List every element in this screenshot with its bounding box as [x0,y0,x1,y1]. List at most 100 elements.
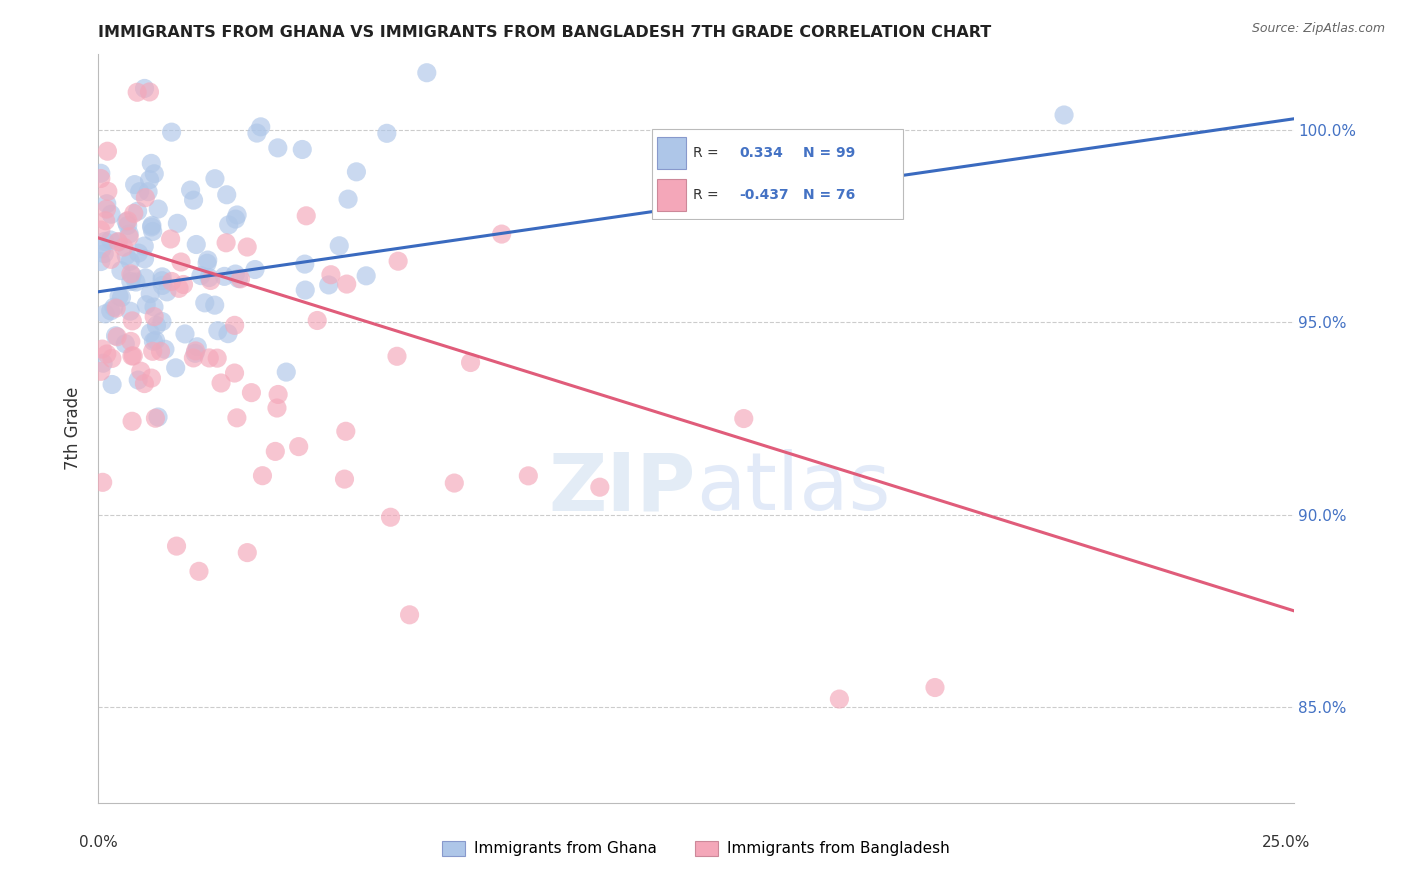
Point [150,278,173,293]
Point [142,224,165,238]
Point [127,204,149,219]
Point [105,330,128,344]
Point [145,318,167,333]
Point [91,342,114,356]
Point [186,340,208,354]
Point [167,281,190,295]
Point [135,271,157,285]
Point [91,475,114,490]
Text: 25.0%: 25.0% [1263,836,1310,850]
Point [143,300,166,314]
Point [117,213,139,227]
Point [100,304,122,318]
Point [120,254,142,268]
Point [218,218,240,232]
Point [246,126,269,140]
Point [337,192,360,206]
Point [236,546,259,560]
Point [240,385,263,400]
Point [90,223,112,237]
Point [173,277,195,292]
Point [101,351,124,366]
Point [198,270,221,285]
Point [294,257,316,271]
Point [139,326,162,340]
Point [115,249,138,263]
Point [204,171,226,186]
Point [94,213,117,227]
Point [318,277,340,292]
Point [136,185,159,199]
Point [336,277,359,291]
Point [335,425,357,439]
Point [139,286,162,301]
Point [145,411,167,425]
Point [138,172,160,186]
Point [96,202,118,216]
Point [91,356,114,370]
Point [517,468,540,483]
Point [344,165,367,179]
Point [229,272,252,286]
Point [159,232,181,246]
Point [224,267,246,281]
Point [96,196,118,211]
Point [267,141,290,155]
Point [110,263,132,277]
Point [460,355,482,369]
Point [122,349,145,363]
Point [267,387,290,401]
Point [91,242,114,256]
Point [128,246,150,260]
Point [354,268,377,283]
Point [160,275,183,289]
Point [217,326,239,341]
Point [385,349,408,363]
Point [128,185,150,199]
Point [122,206,145,220]
Point [194,296,217,310]
Point [287,440,309,454]
Point [104,328,127,343]
Point [149,344,172,359]
Point [118,229,141,244]
Point [200,273,222,287]
Point [135,298,157,312]
Point [103,300,125,314]
Bar [658,178,686,211]
Point [252,468,274,483]
Point [198,351,221,365]
Point [127,373,149,387]
Point [205,351,228,366]
Point [215,187,238,202]
Point [295,209,318,223]
Point [108,289,131,303]
Point [170,255,193,269]
Y-axis label: 7th Grade: 7th Grade [65,386,83,470]
Point [120,275,142,289]
Text: -0.437: -0.437 [740,188,789,202]
Point [291,143,314,157]
Point [114,336,136,351]
Point [121,414,143,428]
Point [121,314,143,328]
Point [204,298,226,312]
Point [112,240,135,254]
Point [93,246,115,260]
Point [226,208,249,222]
Point [117,219,139,233]
Point [141,219,163,234]
Point [276,365,298,379]
Point [264,444,287,458]
Point [142,334,165,349]
Point [120,334,142,349]
Point [195,256,218,270]
Point [134,376,156,391]
Point [733,411,755,425]
Point [118,227,141,241]
Point [491,227,513,241]
Text: 0.0%: 0.0% [79,836,118,850]
Point [589,480,612,494]
Text: R =: R = [693,188,718,202]
Point [225,410,247,425]
